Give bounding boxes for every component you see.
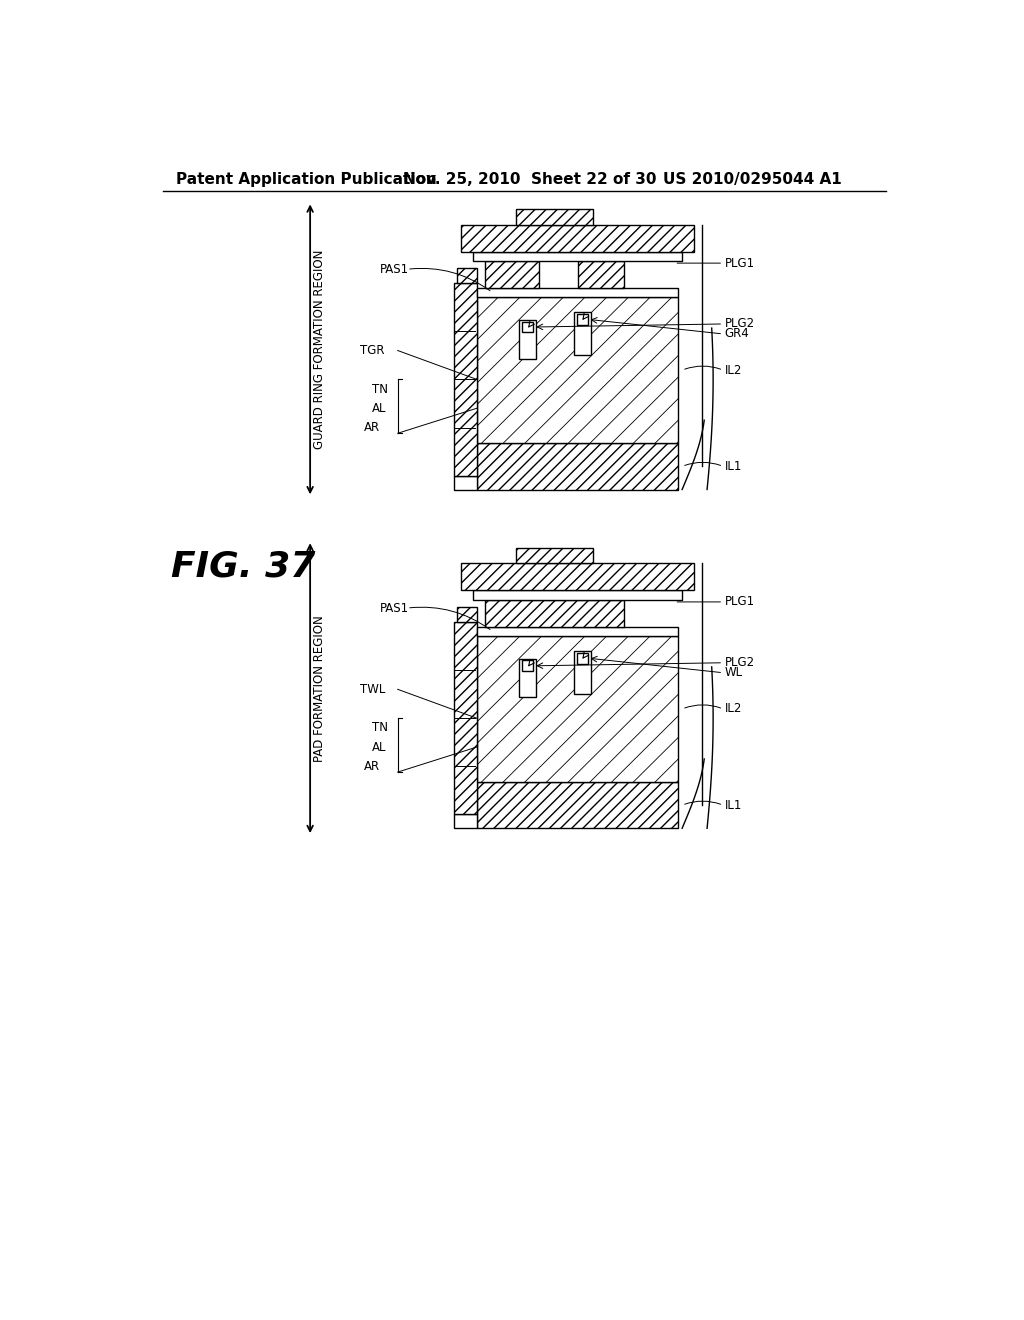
Text: IL1: IL1: [725, 799, 742, 812]
Text: Patent Application Publication: Patent Application Publication: [176, 172, 437, 186]
Bar: [473, 252, 682, 261]
Bar: [454, 622, 477, 814]
Bar: [461, 564, 693, 590]
Text: AR: AR: [365, 421, 381, 434]
Bar: [477, 781, 678, 829]
Bar: [577, 314, 588, 325]
Text: PAD FORMATION REGION: PAD FORMATION REGION: [313, 615, 326, 762]
Bar: [515, 209, 593, 224]
Text: IL2: IL2: [725, 363, 742, 376]
Bar: [458, 607, 477, 622]
Bar: [484, 261, 539, 288]
Text: US 2010/0295044 A1: US 2010/0295044 A1: [663, 172, 842, 186]
Text: GUARD RING FORMATION REGION: GUARD RING FORMATION REGION: [313, 249, 326, 449]
Bar: [519, 321, 537, 359]
Text: AL: AL: [372, 741, 387, 754]
Bar: [473, 590, 682, 599]
Text: PAS1: PAS1: [380, 263, 409, 276]
Text: PLG2: PLG2: [725, 317, 755, 330]
Text: TGR: TGR: [360, 345, 385, 356]
Bar: [458, 268, 477, 284]
Text: PAS1: PAS1: [380, 602, 409, 615]
Bar: [578, 261, 624, 288]
Text: FIG. 37: FIG. 37: [171, 549, 315, 583]
Text: TWL: TWL: [360, 682, 386, 696]
Text: TN: TN: [372, 721, 388, 734]
Bar: [477, 444, 678, 490]
Bar: [577, 653, 588, 664]
Bar: [477, 297, 678, 444]
Text: IL1: IL1: [725, 459, 742, 473]
Text: TN: TN: [372, 383, 388, 396]
Bar: [522, 660, 534, 671]
Bar: [477, 288, 678, 297]
Text: PLG1: PLG1: [725, 595, 755, 609]
Bar: [477, 627, 678, 636]
Bar: [573, 651, 591, 693]
Bar: [454, 475, 477, 490]
Bar: [515, 548, 593, 564]
Bar: [519, 659, 537, 697]
Bar: [454, 284, 477, 475]
Text: AR: AR: [365, 760, 381, 772]
Bar: [461, 224, 693, 252]
Bar: [484, 599, 624, 627]
Text: PLG1: PLG1: [725, 256, 755, 269]
Bar: [477, 636, 678, 781]
Bar: [522, 322, 534, 333]
Text: WL: WL: [725, 667, 742, 680]
Text: AL: AL: [372, 401, 387, 414]
Text: GR4: GR4: [725, 327, 750, 341]
Text: Nov. 25, 2010  Sheet 22 of 30: Nov. 25, 2010 Sheet 22 of 30: [403, 172, 656, 186]
Text: PLG2: PLG2: [725, 656, 755, 669]
Bar: [454, 814, 477, 829]
Text: IL2: IL2: [725, 702, 742, 715]
Bar: [573, 313, 591, 355]
